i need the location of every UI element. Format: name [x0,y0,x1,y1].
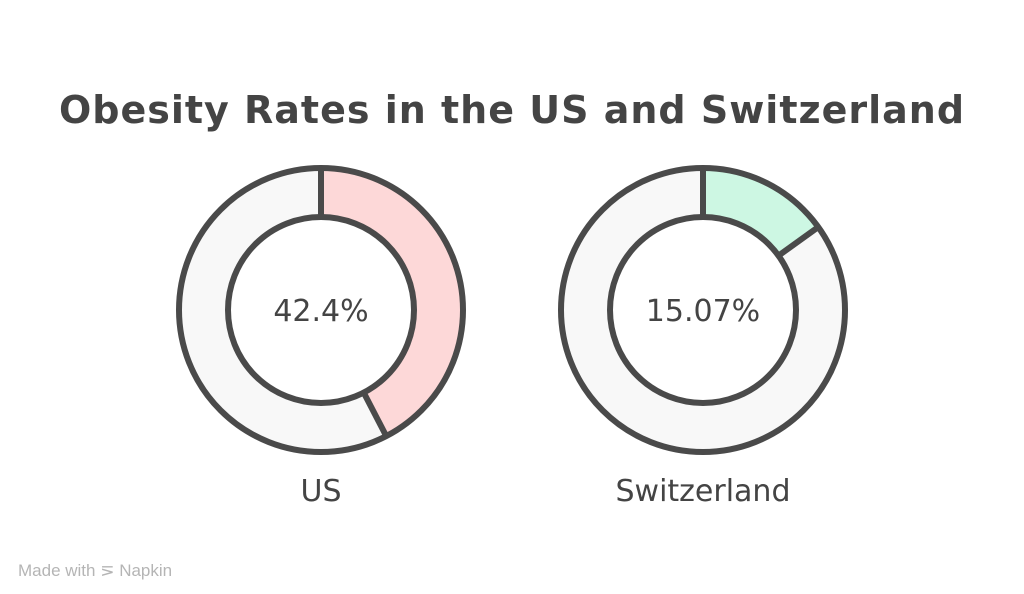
napkin-logo-icon: ⋝ [100,561,115,580]
napkin-watermark: Made with ⋝ Napkin [18,561,172,581]
made-with-text: Made with [18,561,96,580]
chart-title: Obesity Rates in the US and Switzerland [58,88,966,132]
segment-divider [776,224,820,259]
us-label: US [300,474,342,509]
value-label: 15.07% [646,294,760,329]
remainder-segment [561,168,846,452]
remainder-segment [179,168,387,452]
value-segment [703,168,819,256]
value-label: 42.4% [273,294,368,329]
value-segment [321,168,464,437]
napkin-brand: Napkin [119,561,173,580]
segment-divider [361,391,389,438]
switzerland-label: Switzerland [615,474,791,509]
